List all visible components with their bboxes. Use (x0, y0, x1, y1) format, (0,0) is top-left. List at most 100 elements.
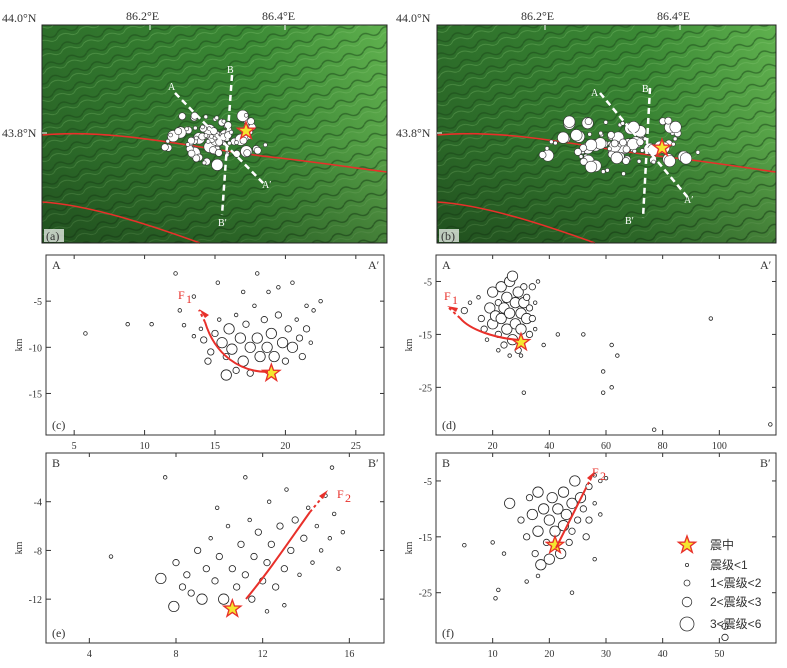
profile-end-label: B (642, 84, 649, 95)
fault-arrows: F 1 F 1 F 2 F 2 (178, 288, 606, 600)
epicenter-marker (585, 160, 598, 173)
y-tick-label: -4 (34, 498, 42, 509)
y-axis-label: km (14, 541, 25, 554)
hypocenter-marker (250, 552, 258, 561)
hypocenter-marker (585, 516, 593, 524)
hypocenter-marker (496, 587, 501, 593)
arrowhead-icon (447, 306, 458, 312)
epicenter-marker (587, 132, 592, 137)
panel-label: (f) (442, 626, 454, 640)
epicenter-marker (605, 168, 610, 173)
y-tick-label: -5 (424, 277, 432, 288)
profile-line-b (641, 87, 652, 219)
hypocenter-marker (541, 342, 546, 348)
hypocenter-marker (532, 486, 544, 498)
hypocenter-marker (267, 540, 275, 548)
x-tick-label: 40 (658, 649, 668, 660)
hypocenter-marker (254, 528, 262, 536)
x-tick-label: 30 (601, 649, 611, 660)
hypocenter-marker (504, 307, 516, 319)
hypocenter-marker (202, 565, 210, 573)
profile-end-label: A (168, 82, 176, 93)
hypocenter-marker (177, 308, 182, 313)
legend-marker (685, 563, 690, 568)
hypocenter-marker (241, 571, 249, 579)
hypocenter-marker (284, 487, 289, 492)
hypocenter-marker (276, 285, 281, 290)
hypocenter-marker (125, 322, 130, 327)
epicenter-marker (549, 139, 554, 145)
hypocenter-marker (181, 322, 187, 328)
hypocenter-marker (517, 516, 525, 524)
profile-panel-f: 10 20 30 40 50 -5 -15 -25 km B B′ (f) (404, 452, 777, 660)
hypocenter-marker (532, 300, 538, 305)
hypocenter-marker (280, 565, 288, 573)
hypocenter-marker (531, 549, 539, 558)
hypocenter-marker (609, 385, 614, 390)
hypocenter-marker (552, 503, 564, 515)
hypocenter-marker (582, 533, 590, 541)
x-tick-label: 4 (87, 649, 92, 660)
epicenter-marker (607, 146, 612, 151)
hypocenter-marker (525, 304, 534, 312)
profile-end-label: B (52, 456, 60, 470)
y-tick-label: -12 (29, 595, 42, 606)
hypocenter-marker (297, 572, 302, 577)
profile-end-label: A′ (684, 195, 693, 206)
epicenter-marker (194, 135, 199, 141)
hypocenter-marker (172, 559, 180, 567)
hypocenter-marker (484, 337, 490, 342)
x-tick-label: 80 (658, 441, 668, 452)
hypocenter-marker (223, 323, 235, 335)
hypocenter-marker (168, 600, 180, 613)
hypocenter-marker (149, 322, 154, 327)
epicenter-marker (632, 148, 637, 154)
epicenter-marker (607, 131, 615, 139)
y-tick-label: -15 (419, 330, 432, 341)
y-tick-label: -25 (419, 383, 432, 394)
hypocenter-marker (569, 590, 575, 595)
hypocenter-marker (569, 475, 581, 487)
x-tick-label: 5 (72, 441, 77, 452)
epicenter-marker (203, 114, 209, 120)
x-tick-label: 10 (488, 649, 498, 660)
hypocenter-marker (291, 516, 299, 524)
hypocenter-marker (274, 311, 282, 319)
hypocenter-marker (490, 540, 495, 545)
epicenter-marker (201, 160, 207, 166)
epicenter-star-icon (676, 533, 698, 554)
epicenter-marker (557, 131, 570, 144)
epicenter-marker (669, 121, 682, 134)
map-lat-label: 44.0°N (396, 11, 431, 25)
hypocenter-marker (311, 308, 316, 313)
hypocenter-marker (243, 475, 248, 480)
hypocenter-marker (501, 291, 513, 303)
x-tick-label: 20 (280, 441, 290, 452)
epicenter-marker (585, 138, 598, 152)
hypocenter-marker (260, 316, 268, 324)
hypocenter-marker (500, 341, 508, 349)
fault-label-sub: 1 (186, 292, 192, 306)
epicenter-marker (651, 159, 656, 165)
hypocenter-marker (768, 422, 773, 427)
hypocenter-marker (574, 516, 582, 524)
hypocenter-marker (266, 289, 271, 295)
fault-label: F (592, 465, 599, 479)
hypocenter-marker (543, 514, 555, 526)
hypocenter-marker (248, 595, 256, 603)
epicenter-marker (621, 171, 626, 177)
hypocenter-marker (504, 497, 516, 509)
legend-marker (683, 579, 691, 587)
epicenter-marker (664, 116, 673, 125)
hypocenter-marker (318, 298, 323, 304)
legend-marker (679, 616, 695, 632)
y-tick-label: -8 (34, 546, 42, 557)
epicenter-marker (598, 130, 604, 136)
hypocenter-marker (532, 525, 544, 537)
epicenter-marker (680, 152, 693, 165)
mainshock-star-icon (221, 597, 243, 618)
y-tick-label: -15 (419, 533, 432, 544)
hypocenter-marker (560, 508, 572, 521)
hypocenter-marker (501, 551, 507, 556)
hypocenter-marker (225, 523, 231, 529)
